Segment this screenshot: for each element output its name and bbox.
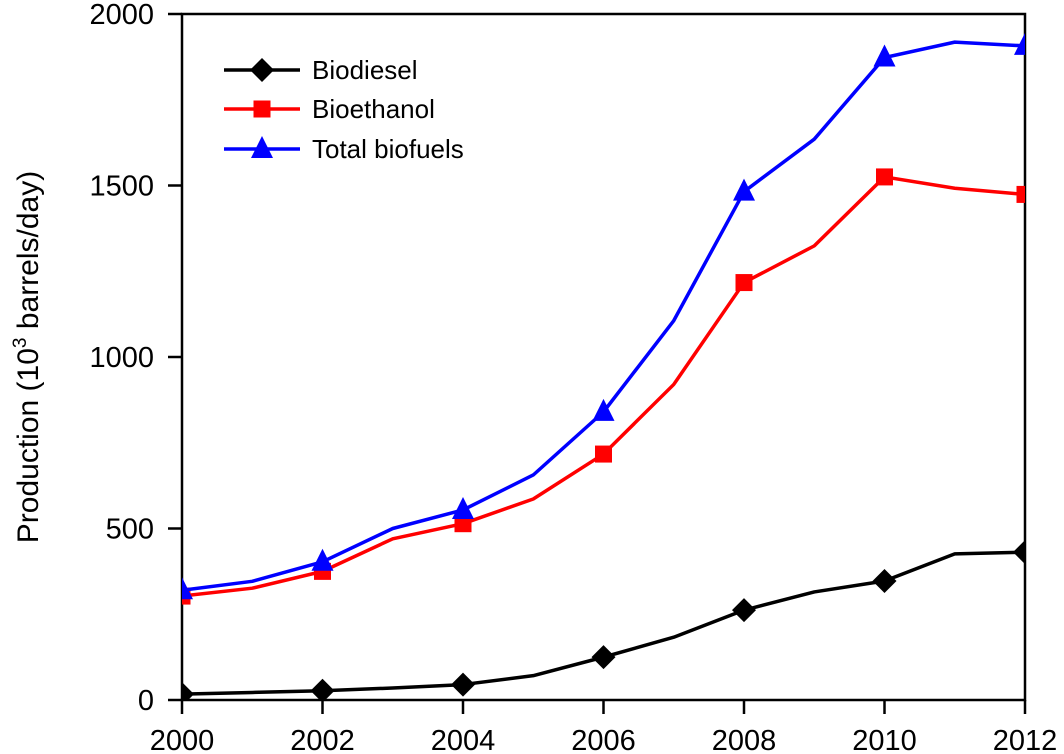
marker-total-biofuels [873, 44, 896, 67]
plot-frame [180, 12, 1027, 702]
series-bioethanol [182, 168, 1025, 605]
legend: Biodiesel Bioethanol Total biofuels [224, 55, 464, 164]
x-axis: 2000 2002 2004 2006 2008 2010 2012 [150, 700, 1058, 754]
x-tick-label: 2000 [150, 725, 215, 754]
legend-marker-biodiesel [250, 58, 274, 82]
marker-biodiesel [182, 682, 194, 700]
marker-biodiesel [732, 598, 756, 623]
marker-bioethanol [595, 445, 612, 463]
marker-total-biofuels [182, 577, 193, 600]
series-biodiesel [182, 540, 1025, 700]
y-tick-label: 0 [138, 685, 154, 717]
marker-total-biofuels [592, 398, 615, 421]
marker-biodiesel [591, 645, 616, 670]
y-tick-label: 1000 [89, 342, 154, 374]
plot-border [180, 12, 1027, 702]
marker-bioethanol [876, 168, 893, 186]
marker-biodiesel [872, 568, 897, 593]
legend-label-bioethanol: Bioethanol [312, 94, 435, 124]
series-layer [182, 32, 1025, 700]
y-axis: 0 500 1000 1500 2000 [89, 0, 182, 717]
x-tick-label: 2012 [993, 725, 1058, 754]
y-axis-label: Production (103 barrels/day) [10, 171, 45, 543]
legend-label-total-biofuels: Total biofuels [312, 134, 464, 164]
legend-marker-bioethanol [253, 100, 271, 118]
marker-bioethanol [1016, 185, 1025, 203]
y-tick-label: 500 [106, 514, 154, 546]
legend-item-biodiesel: Biodiesel [224, 55, 418, 85]
marker-total-biofuels [1014, 32, 1025, 55]
marker-biodiesel [1013, 540, 1025, 565]
marker-bioethanol [735, 274, 753, 292]
x-tick-label: 2002 [290, 725, 355, 754]
x-tick-label: 2004 [431, 725, 496, 754]
x-tick-label: 2010 [852, 725, 917, 754]
line-total-biofuels [182, 40, 1025, 592]
series-total-biofuels [182, 32, 1025, 600]
marker-bioethanol [454, 515, 472, 533]
legend-label-biodiesel: Biodiesel [312, 55, 418, 85]
y-tick-label: 2000 [89, 0, 154, 31]
line-bioethanol [182, 175, 1025, 598]
marker-biodiesel [310, 678, 335, 700]
x-tick-label: 2006 [571, 725, 636, 754]
marker-total-biofuels [733, 178, 755, 201]
marker-total-biofuels [311, 548, 334, 571]
y-tick-label: 1500 [89, 171, 154, 203]
x-tick-label: 2008 [712, 725, 777, 754]
marker-total-biofuels [452, 496, 474, 519]
legend-marker-total-biofuels [251, 136, 273, 158]
marker-biodiesel [451, 672, 475, 697]
legend-item-bioethanol: Bioethanol [224, 94, 435, 124]
legend-item-total-biofuels: Total biofuels [224, 134, 464, 164]
